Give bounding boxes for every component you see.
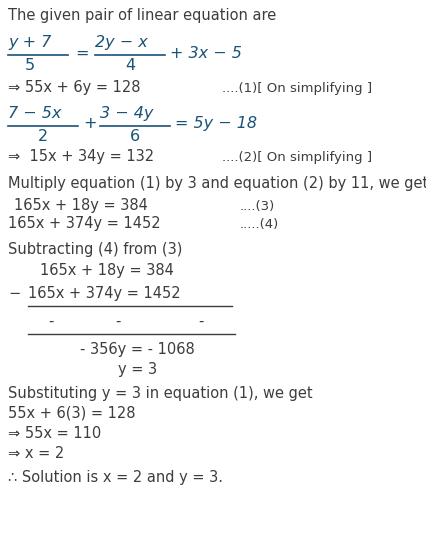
Text: 4: 4 — [125, 58, 135, 73]
Text: 2: 2 — [38, 129, 48, 144]
Text: ∴ Solution is x = 2 and y = 3.: ∴ Solution is x = 2 and y = 3. — [8, 470, 222, 485]
Text: 5: 5 — [25, 58, 35, 73]
Text: +: + — [83, 116, 96, 131]
Text: -: - — [48, 314, 53, 329]
Text: ....(1)[ On simplifying ]: ....(1)[ On simplifying ] — [222, 82, 371, 95]
Text: ....(3): ....(3) — [239, 200, 275, 213]
Text: Subtracting (4) from (3): Subtracting (4) from (3) — [8, 242, 182, 257]
Text: -: - — [115, 314, 120, 329]
Text: Substituting y = 3 in equation (1), we get: Substituting y = 3 in equation (1), we g… — [8, 386, 312, 401]
Text: = 5y − 18: = 5y − 18 — [175, 116, 256, 131]
Text: 6: 6 — [130, 129, 140, 144]
Text: 55x + 6(3) = 128: 55x + 6(3) = 128 — [8, 406, 135, 421]
Text: -: - — [198, 314, 203, 329]
Text: ⇒ 55x = 110: ⇒ 55x = 110 — [8, 426, 101, 441]
Text: The given pair of linear equation are: The given pair of linear equation are — [8, 8, 276, 23]
Text: 7 − 5x: 7 − 5x — [8, 106, 61, 121]
Text: y + 7: y + 7 — [8, 35, 51, 50]
Text: −: − — [8, 286, 20, 301]
Text: 3 − 4y: 3 − 4y — [100, 106, 153, 121]
Text: .....(4): .....(4) — [239, 218, 279, 231]
Text: ....(2)[ On simplifying ]: ....(2)[ On simplifying ] — [222, 151, 371, 164]
Text: ⇒  15x + 34y = 132: ⇒ 15x + 34y = 132 — [8, 149, 154, 164]
Text: 165x + 18y = 384: 165x + 18y = 384 — [14, 198, 147, 213]
Text: =: = — [75, 46, 88, 61]
Text: ⇒ x = 2: ⇒ x = 2 — [8, 446, 64, 461]
Text: 165x + 18y = 384: 165x + 18y = 384 — [40, 263, 173, 278]
Text: - 356y = - 1068: - 356y = - 1068 — [80, 342, 194, 357]
Text: 165x + 374y = 1452: 165x + 374y = 1452 — [28, 286, 180, 301]
Text: 165x + 374y = 1452: 165x + 374y = 1452 — [8, 216, 160, 231]
Text: Multiply equation (1) by 3 and equation (2) by 11, we get :: Multiply equation (1) by 3 and equation … — [8, 176, 426, 191]
Text: ⇒ 55x + 6y = 128: ⇒ 55x + 6y = 128 — [8, 80, 140, 95]
Text: 2y − x: 2y − x — [95, 35, 147, 50]
Text: y = 3: y = 3 — [118, 362, 157, 377]
Text: + 3x − 5: + 3x − 5 — [170, 46, 241, 61]
